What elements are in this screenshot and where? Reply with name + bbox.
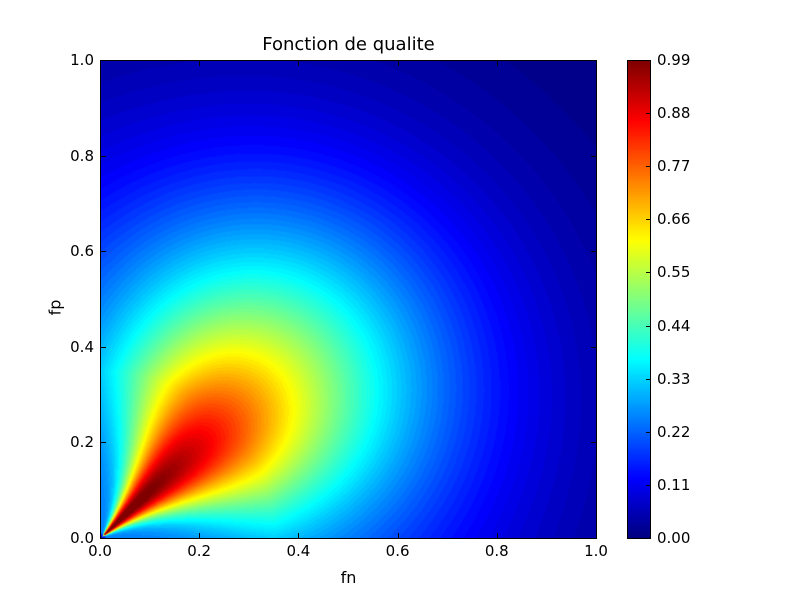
x-tick-mark [596, 533, 597, 539]
colorbar-tick-mark [646, 166, 651, 168]
x-tick-label: 0.2 [187, 542, 212, 560]
y-tick-label: 0.8 [70, 146, 94, 165]
colorbar-tick-label: 0.44 [657, 316, 691, 335]
colorbar-tick-mark [646, 325, 651, 327]
chart-title: Fonction de qualite [262, 34, 435, 55]
y-tick-mark-right [591, 538, 597, 539]
y-tick-label: 0.4 [70, 337, 94, 356]
y-tick-mark [100, 442, 106, 444]
colorbar-tick-mark [646, 113, 651, 115]
x-tick-mark-top [397, 60, 399, 66]
y-tick-mark [100, 538, 106, 539]
x-tick-label: 1.0 [584, 542, 608, 560]
y-tick-mark [100, 346, 106, 348]
y-tick-mark [100, 155, 106, 157]
x-tick-mark-top [100, 60, 101, 66]
y-tick-label: 0.0 [70, 529, 94, 547]
y-tick-label: 0.6 [70, 242, 94, 261]
colorbar-tick-label: 0.22 [657, 422, 691, 441]
heatmap-surface [101, 61, 596, 538]
colorbar-tick-mark [646, 538, 651, 539]
y-tick-mark-right [591, 60, 597, 61]
y-tick-mark [100, 60, 106, 61]
colorbar-tick-label: 0.33 [657, 369, 691, 388]
y-tick-label: 1.0 [70, 51, 94, 69]
y-tick-mark-right [591, 346, 597, 348]
colorbar-tick-label: 0.77 [657, 157, 691, 176]
x-tick-mark-top [298, 60, 300, 66]
colorbar-tick-label: 0.55 [657, 263, 691, 282]
y-tick-mark-right [591, 155, 597, 157]
colorbar-tick-label: 0.66 [657, 210, 691, 229]
x-tick-mark [397, 533, 399, 539]
y-axis-label: fp [45, 299, 65, 316]
colorbar-tick-mark [646, 60, 651, 61]
heatmap-plot-area [100, 60, 597, 539]
y-tick-mark-right [591, 442, 597, 444]
y-tick-mark-right [591, 251, 597, 253]
x-tick-mark-top [496, 60, 498, 66]
colorbar-tick-mark [646, 272, 651, 274]
colorbar-tick-label: 0.88 [657, 104, 691, 123]
x-tick-mark-top [199, 60, 201, 66]
colorbar-tick-label: 0.00 [657, 529, 691, 547]
x-tick-mark [298, 533, 300, 539]
colorbar-tick-label: 0.99 [657, 51, 691, 69]
x-tick-mark [199, 533, 201, 539]
colorbar-gradient [628, 61, 650, 538]
x-tick-mark [496, 533, 498, 539]
x-tick-label: 0.0 [88, 542, 112, 560]
x-tick-label: 0.8 [484, 542, 509, 560]
x-axis-label: fn [340, 568, 357, 587]
x-tick-mark-top [596, 60, 597, 66]
colorbar-tick-mark [646, 431, 651, 433]
x-tick-label: 0.6 [385, 542, 410, 560]
colorbar [627, 60, 651, 539]
y-tick-label: 0.2 [70, 433, 94, 452]
y-tick-mark [100, 251, 106, 253]
colorbar-tick-mark [646, 219, 651, 221]
x-tick-label: 0.4 [286, 542, 311, 560]
colorbar-tick-mark [646, 378, 651, 380]
x-tick-mark [100, 533, 101, 539]
colorbar-tick-mark [646, 484, 651, 486]
colorbar-tick-label: 0.11 [657, 475, 691, 494]
